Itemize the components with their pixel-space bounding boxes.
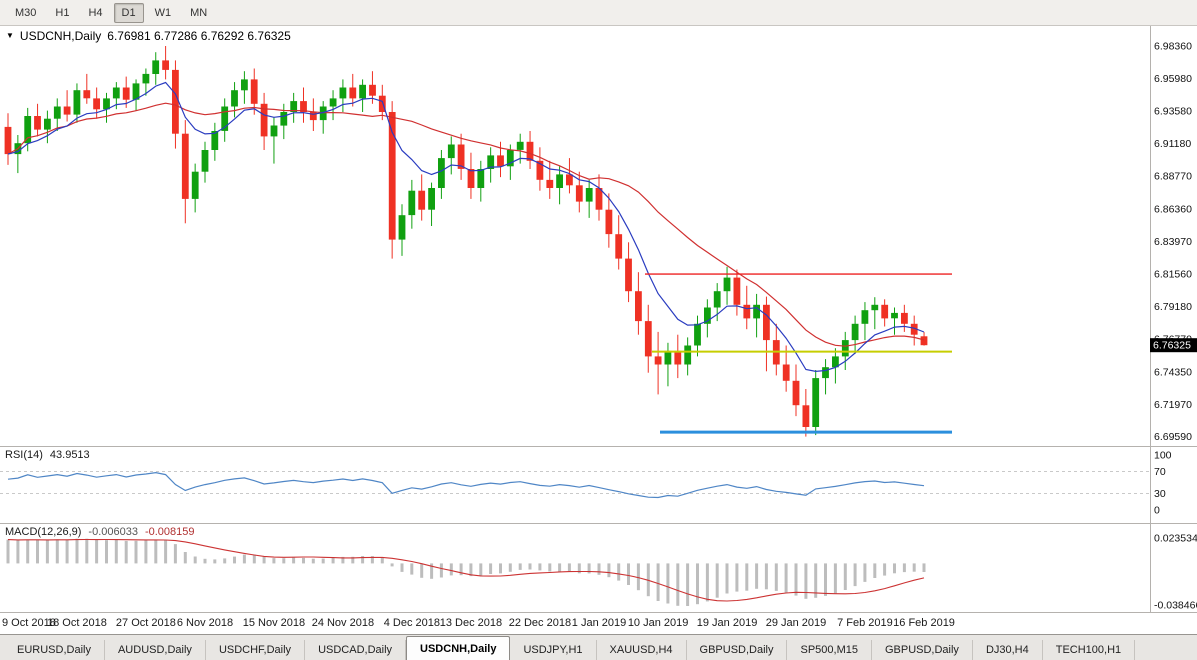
macd-signal-line: [7, 538, 925, 602]
rsi-pane[interactable]: 100 70 30 0 RSI(14) 43.9513: [0, 447, 1197, 524]
chart-tab-usdcad-daily[interactable]: USDCAD,Daily: [305, 640, 407, 660]
timeframe-button-mn[interactable]: MN: [190, 6, 208, 19]
price-axis-label: 6.95980: [1154, 73, 1192, 85]
ma-slow-line: [7, 102, 925, 347]
time-axis-label: 6 Nov 2018: [176, 617, 234, 629]
timeframe-button-d1[interactable]: D1: [113, 2, 144, 23]
chart-tab-usdcnh-daily[interactable]: USDCNH,Daily: [406, 636, 511, 660]
current-price-marker-text: 6.76325: [1153, 340, 1191, 352]
ma-fast-line: [7, 81, 925, 373]
price-axis-label: 6.83970: [1154, 236, 1192, 248]
time-axis-label: 10 Jan 2019: [627, 617, 689, 629]
chart-header: ▼ USDCNH,Daily 6.76981 6.77286 6.76292 6…: [6, 29, 291, 43]
time-axis-label: 1 Jan 2019: [571, 617, 627, 629]
timeframe-button-h4[interactable]: H4: [88, 6, 103, 19]
time-axis-label: 15 Nov 2018: [242, 617, 306, 629]
price-axis-label: 6.98360: [1154, 41, 1192, 53]
timeframe-button-w1[interactable]: W1: [154, 6, 172, 19]
price-axis-label: 6.74350: [1154, 367, 1192, 379]
chart-tab-tech100-h1[interactable]: TECH100,H1: [1043, 640, 1136, 660]
rsi-axis-label: 100: [1154, 450, 1172, 462]
macd-axis-label: -0.038466: [1154, 599, 1197, 611]
time-axis-label: 27 Oct 2018: [115, 617, 176, 629]
chart-tab-gbpusd-daily[interactable]: GBPUSD,Daily: [872, 640, 973, 660]
rsi-indicator-value: 43.9513: [49, 449, 90, 461]
rsi-canvas: 100 70 30 0: [0, 447, 1172, 523]
time-axis-label: 22 Dec 2018: [508, 617, 572, 629]
price-axis-label: 6.86360: [1154, 203, 1192, 215]
chart-tabbar: EURUSD,Daily AUDUSD,Daily USDCHF,Daily USDC…: [0, 634, 1197, 660]
time-axis-label: 18 Oct 2018: [46, 617, 107, 629]
chart-window: 6.98360 6.95980 6.93580 6.91180 6.88770 6.863…: [0, 26, 1197, 634]
time-axis-label: 24 Nov 2018: [311, 617, 375, 629]
time-axis-label: 13 Dec 2018: [439, 617, 503, 629]
chart-tab-sp500-m15[interactable]: SP500,M15: [787, 640, 872, 660]
chart-ohlc-values: 6.76981 6.77286 6.76292 6.76325: [107, 29, 291, 43]
time-axis-label: 4 Dec 2018: [383, 617, 440, 629]
rsi-axis-label: 70: [1154, 466, 1166, 478]
time-axis-label: 16 Feb 2019: [893, 617, 955, 629]
price-chart-canvas: 6.98360 6.95980 6.93580 6.91180 6.88770 6.863…: [4, 26, 1197, 446]
chart-tab-dj30-h4[interactable]: DJ30,H4: [973, 640, 1043, 660]
rsi-indicator-name: RSI(14): [5, 449, 43, 461]
macd-main-value: -0.006033: [88, 526, 138, 538]
macd-axis-label: 0.023534: [1154, 533, 1197, 545]
time-axis-label: 9 Oct 2018: [2, 617, 56, 629]
time-axis-label: 7 Feb 2019: [837, 617, 893, 629]
macd-signal-value: -0.008159: [144, 526, 195, 538]
macd-canvas: 0.023534 -0.038466: [6, 524, 1197, 612]
price-axis-label: 6.69590: [1154, 431, 1192, 443]
chart-tab-usdjpy-h1[interactable]: USDJPY,H1: [510, 640, 597, 660]
timeframe-toolbar: M30 H1 H4 D1 W1 MN: [0, 0, 1197, 26]
price-pane[interactable]: 6.98360 6.95980 6.93580 6.91180 6.88770 6.863…: [0, 26, 1197, 447]
macd-indicator-name: MACD(12,26,9): [5, 526, 82, 538]
chart-dropdown-arrow-icon[interactable]: ▼: [6, 31, 14, 40]
price-axis-label: 6.88770: [1154, 171, 1192, 183]
time-axis[interactable]: 9 Oct 2018 18 Oct 2018 27 Oct 2018 6 Nov 20…: [0, 613, 1197, 634]
price-axis-label: 6.71970: [1154, 399, 1192, 411]
rsi-axis-label: 0: [1154, 505, 1160, 517]
chart-symbol-label: USDCNH,Daily: [19, 29, 102, 43]
chart-tab-usdchf-daily[interactable]: USDCHF,Daily: [206, 640, 306, 660]
time-axis-label: 19 Jan 2019: [696, 617, 758, 629]
macd-histogram: [6, 538, 926, 606]
macd-pane[interactable]: 0.023534 -0.038466 MACD(12,26,9) -0.00603…: [0, 524, 1197, 613]
price-axis-label: 6.91180: [1154, 138, 1191, 150]
current-price-marker: [1150, 338, 1197, 353]
price-axis-label: 6.93580: [1154, 105, 1192, 117]
price-axis-label: 6.79180: [1154, 301, 1192, 313]
timeframe-button-h1[interactable]: H1: [55, 6, 70, 19]
rsi-line: [7, 471, 925, 499]
price-axis-label: 6.81560: [1154, 269, 1192, 281]
candlesticks: [4, 46, 928, 437]
chart-tab-eurusd-daily[interactable]: EURUSD,Daily: [4, 640, 105, 660]
rsi-label: RSI(14) 43.9513: [5, 449, 90, 461]
timeframe-button-m30[interactable]: M30: [15, 6, 37, 19]
chart-tab-gbpusd-daily[interactable]: GBPUSD,Daily: [687, 640, 788, 660]
time-axis-label: 29 Jan 2019: [765, 617, 827, 629]
macd-label: MACD(12,26,9) -0.006033 -0.008159: [5, 526, 195, 538]
chart-tab-xauusd-h4[interactable]: XAUUSD,H4: [597, 640, 687, 660]
chart-tab-audusd-daily[interactable]: AUDUSD,Daily: [105, 640, 206, 660]
rsi-axis-label: 30: [1154, 488, 1166, 500]
